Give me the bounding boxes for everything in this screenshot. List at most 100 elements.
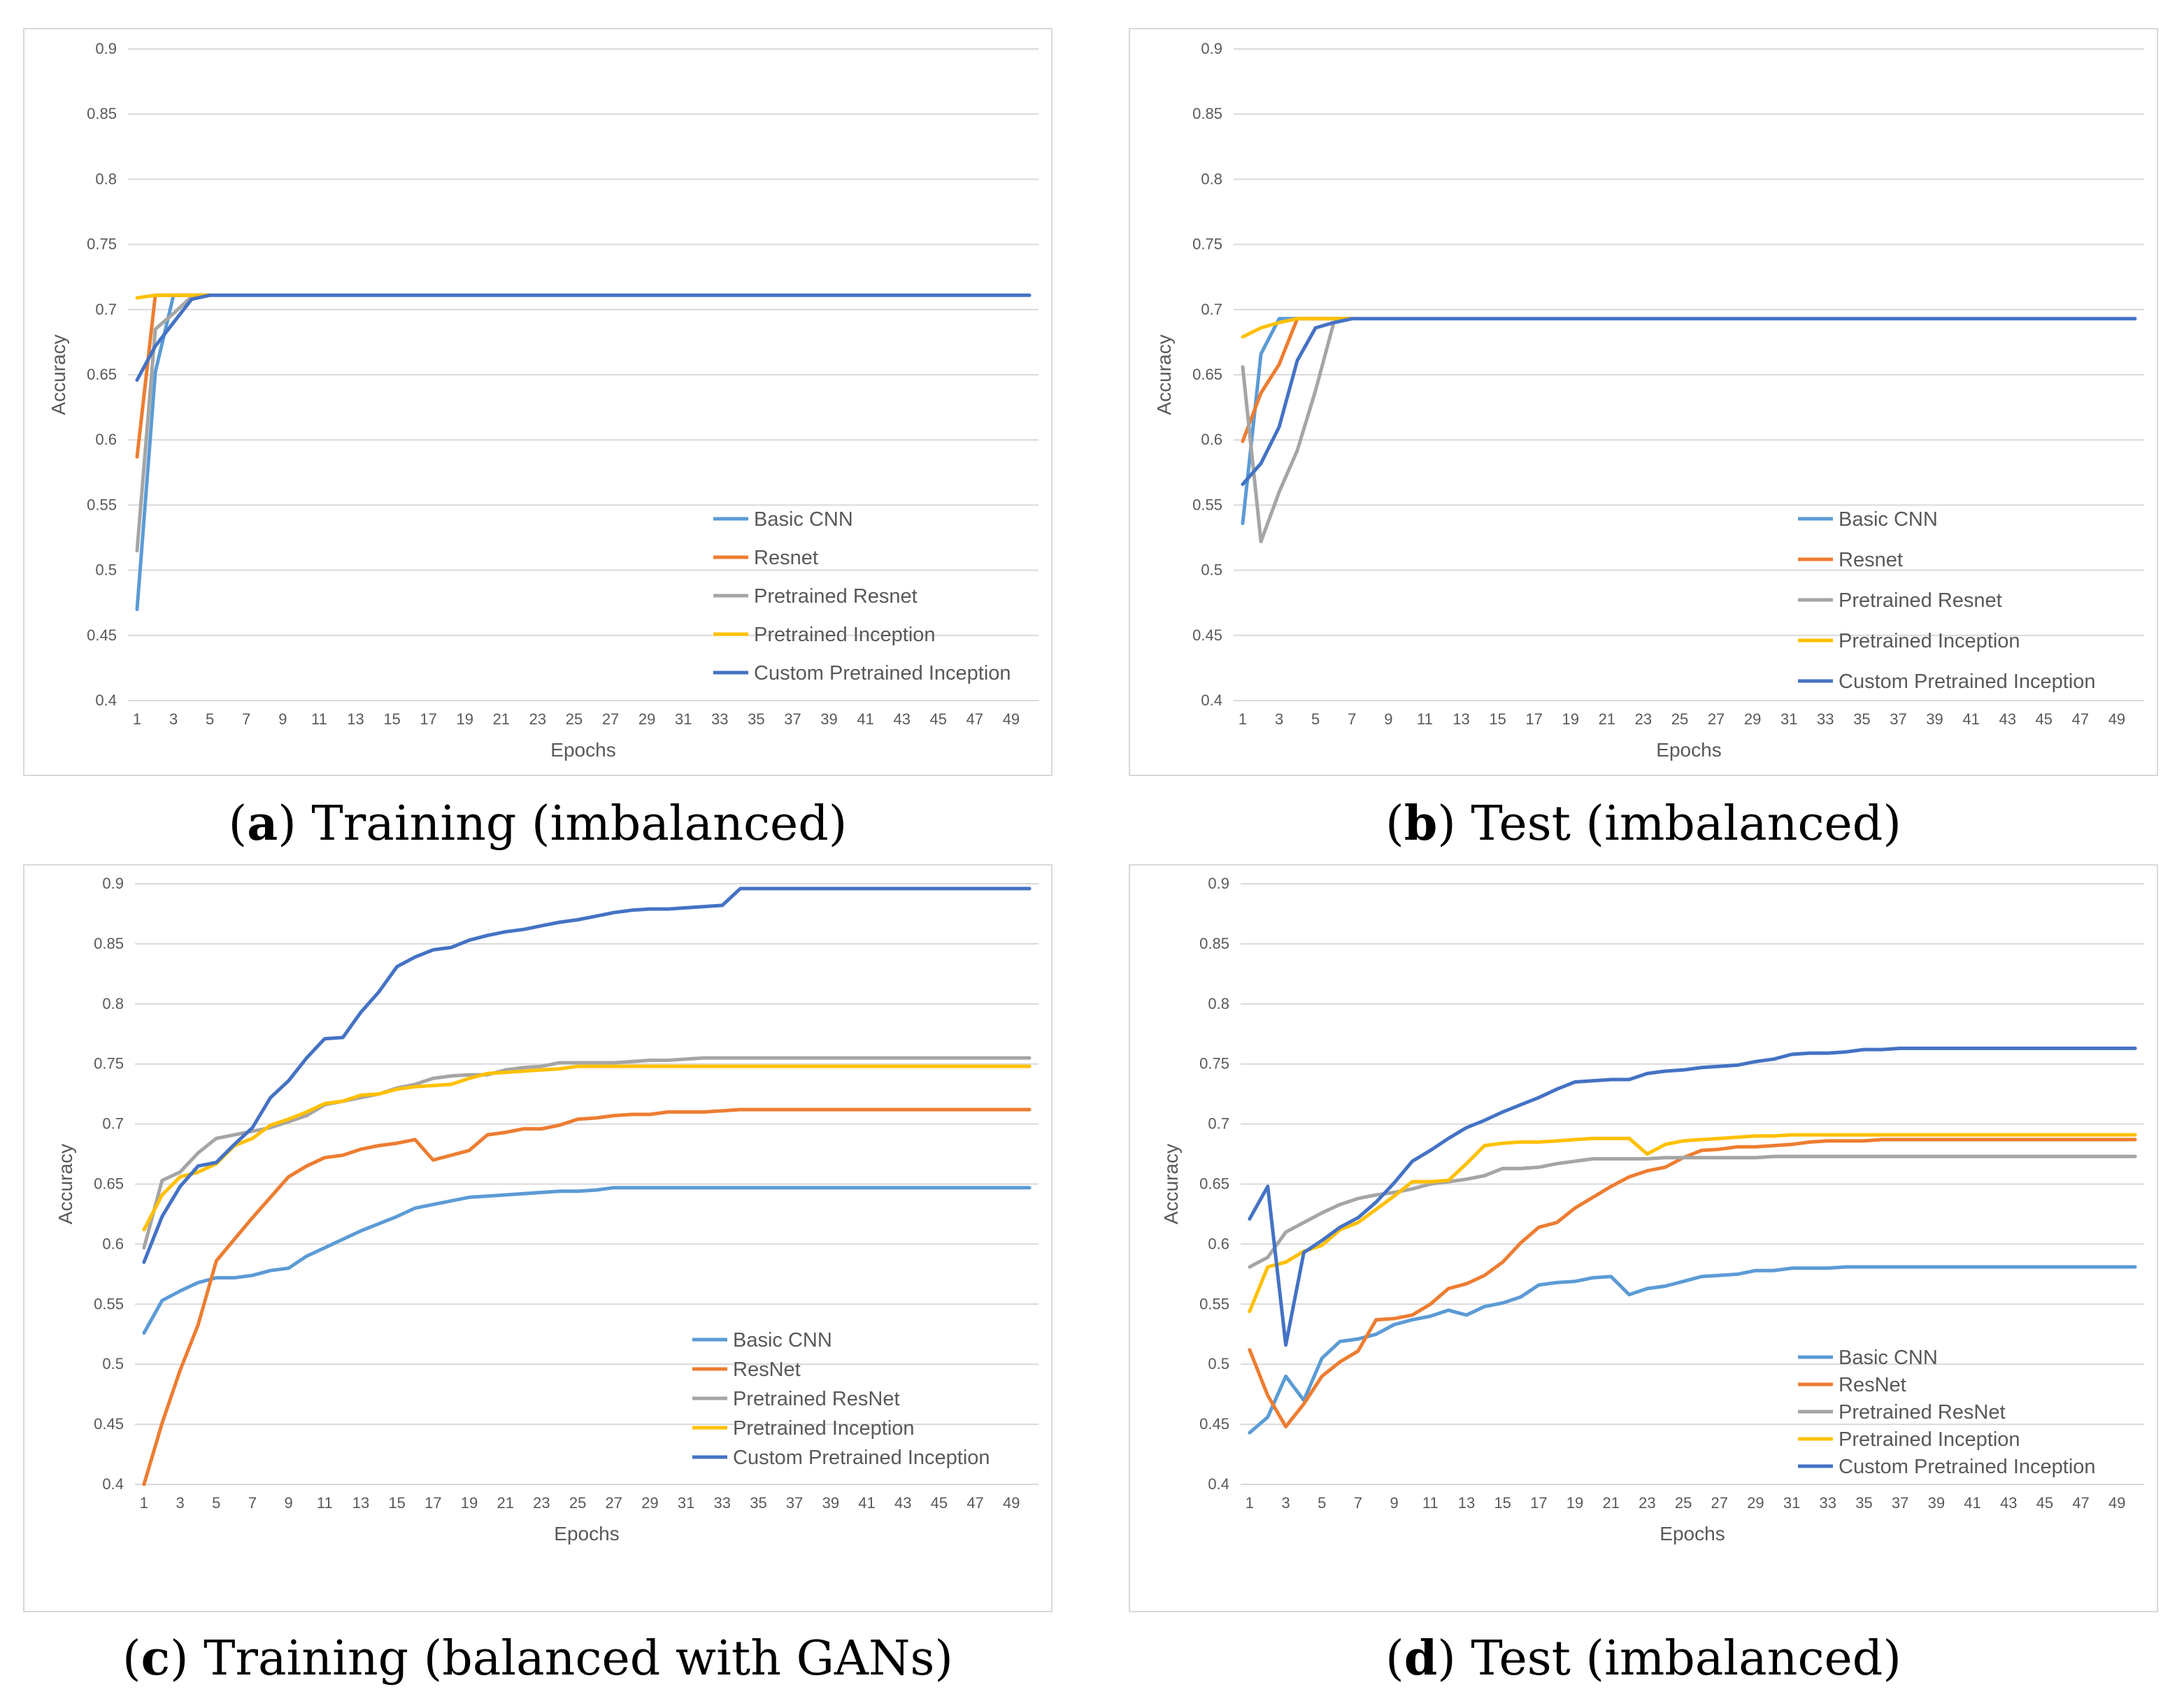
x-tick-label: 23 <box>1635 710 1652 728</box>
y-tick-label: 0.75 <box>87 236 117 253</box>
x-tick-label: 3 <box>176 1494 184 1512</box>
x-tick-label: 21 <box>1602 1494 1619 1512</box>
y-tick-label: 0.85 <box>1199 935 1229 952</box>
x-tick-label: 35 <box>1853 710 1870 728</box>
x-tick-label: 45 <box>931 1494 948 1512</box>
y-tick-label: 0.6 <box>95 431 117 448</box>
chart-panel-d: 0.4 0.45 0.5 0.55 0.6 0.65 0.7 0.75 0.8 0.85 0.9 1 3… <box>1129 864 2158 1612</box>
series-line-pretrained-inception <box>1248 1133 2137 1314</box>
y-tick-label: 0.6 <box>102 1235 124 1252</box>
y-tick-label: 0.9 <box>1208 875 1229 892</box>
caption-c-text: Training (balanced with GANs) <box>204 1631 953 1686</box>
y-tick-label: 0.65 <box>1199 1175 1229 1193</box>
series-line-pretrained-resnet <box>1248 1154 2137 1269</box>
chart-d-svg: 0.40.450.50.550.60.650.70.750.80.850.91 3… <box>1160 875 2144 1544</box>
x-tick-label: 39 <box>822 1494 839 1512</box>
x-tick-label: 27 <box>606 1494 622 1512</box>
y-tick-label: 0.9 <box>1201 40 1222 57</box>
x-tick-label: 31 <box>675 710 692 728</box>
x-tick-label: 43 <box>894 1494 911 1512</box>
x-tick-label: 45 <box>930 710 947 728</box>
x-tick-label: 45 <box>2036 710 2053 728</box>
x-tick-label: 15 <box>1494 1494 1511 1512</box>
y-tick-label: 0.4 <box>1201 691 1222 709</box>
x-tick-label: 47 <box>966 710 983 728</box>
y-tick-label: 0.4 <box>95 691 117 709</box>
x-tick-label: 33 <box>714 1494 731 1512</box>
legend-label: Resnet <box>1839 549 1903 571</box>
x-tick-label: 5 <box>1318 1494 1326 1512</box>
x-tick-label: 15 <box>388 1494 405 1512</box>
y-tick-label: 0.65 <box>87 366 117 383</box>
x-tick-label: 39 <box>820 710 837 728</box>
chart-c-svg: 0.40.450.50.550.60.650.70.750.80.850.91 3… <box>55 875 1039 1544</box>
series-line-pretrained-resnet <box>135 293 212 553</box>
caption-c-letter: c <box>141 1630 170 1686</box>
x-tick-label: 47 <box>966 1494 983 1512</box>
x-tick-label: 13 <box>347 710 364 728</box>
x-tick-label: 39 <box>1928 1494 1945 1512</box>
x-tick-label: 27 <box>602 710 619 728</box>
y-tick-label: 0.45 <box>1199 1415 1229 1433</box>
x-tick-label: 29 <box>1744 710 1761 728</box>
x-tick-label: 19 <box>461 1494 478 1512</box>
x-tick-label: 15 <box>1489 710 1506 728</box>
x-tick-label: 37 <box>784 710 801 728</box>
legend-label: Basic CNN <box>1839 508 1938 531</box>
x-axis-title: Epochs <box>550 739 615 761</box>
caption-b-text: Test (imbalanced) <box>1471 796 1901 852</box>
x-tick-label: 41 <box>857 710 873 728</box>
y-tick-label: 0.8 <box>1208 995 1229 1012</box>
y-tick-label: 0.55 <box>87 496 117 513</box>
series-line-basic-cnn <box>142 1186 1032 1335</box>
x-axis-title: Epochs <box>1660 1523 1725 1544</box>
x-tick-label: 9 <box>1384 710 1392 728</box>
x-tick-label: 23 <box>533 1494 550 1512</box>
x-tick-label: 43 <box>1999 710 2015 728</box>
series-line-custom-pretrained-inception <box>1248 1046 2137 1347</box>
y-tick-label: 0.9 <box>102 875 124 892</box>
x-tick-label: 49 <box>2108 710 2125 728</box>
x-tick-label: 43 <box>893 710 910 728</box>
y-tick-label: 0.8 <box>102 995 124 1012</box>
caption-b: (b) Test (imbalanced) <box>1385 796 1901 852</box>
legend-label: Pretrained Inception <box>733 1417 915 1440</box>
caption-d: (d) Test (imbalanced) <box>1385 1630 1901 1686</box>
legend-label: ResNet <box>733 1359 801 1381</box>
x-tick-label: 7 <box>242 710 250 728</box>
y-axis-title: Accuracy <box>1153 334 1175 415</box>
x-tick-label: 31 <box>678 1494 694 1512</box>
y-tick-label: 0.7 <box>1201 301 1222 318</box>
chart-panel-a: 0.4 0.45 0.5 0.55 0.6 0.65 0.7 0.75 0.8 0.85 0.9 1 3… <box>23 28 1052 776</box>
x-tick-label: 9 <box>278 710 287 728</box>
caption-d-letter: d <box>1404 1630 1438 1686</box>
x-tick-label: 41 <box>1964 1494 1980 1512</box>
x-tick-label: 23 <box>529 710 546 728</box>
x-tick-label: 17 <box>1530 1494 1547 1512</box>
legend-label: Custom Pretrained Inception <box>1839 671 2096 693</box>
x-tick-label: 5 <box>212 1494 220 1512</box>
x-tick-label: 39 <box>1926 710 1943 728</box>
y-tick-label: 0.55 <box>1199 1295 1229 1312</box>
legend-label: Pretrained Resnet <box>1839 589 2002 612</box>
x-tick-label: 49 <box>1003 1494 1020 1512</box>
x-tick-label: 9 <box>1390 1494 1399 1512</box>
x-tick-label: 35 <box>1855 1494 1872 1512</box>
series-line-resnet <box>142 1108 1032 1486</box>
y-tick-label: 0.5 <box>102 1355 124 1372</box>
chart-b-svg: 0.40.450.50.550.60.650.70.750.80.850.91 3… <box>1153 40 2144 761</box>
x-tick-label: 3 <box>169 710 178 728</box>
series-line-pretrained-inception <box>1241 317 1354 339</box>
series-line-basic-cnn <box>135 293 212 611</box>
y-tick-label: 0.45 <box>87 626 117 644</box>
y-axis-title: Accuracy <box>1160 1144 1182 1224</box>
x-tick-label: 11 <box>311 710 327 728</box>
x-tick-label: 45 <box>2036 1494 2053 1512</box>
x-tick-label: 23 <box>1639 1494 1655 1512</box>
x-tick-label: 25 <box>566 710 583 728</box>
legend-label: Custom Pretrained Inception <box>733 1447 990 1469</box>
caption-a-letter: a <box>247 796 278 852</box>
y-tick-label: 0.55 <box>94 1295 124 1312</box>
x-tick-label: 9 <box>285 1494 293 1512</box>
chart-panel-b: 0.4 0.45 0.5 0.55 0.6 0.65 0.7 0.75 0.8 0.85 0.9 1 3… <box>1129 28 2158 776</box>
